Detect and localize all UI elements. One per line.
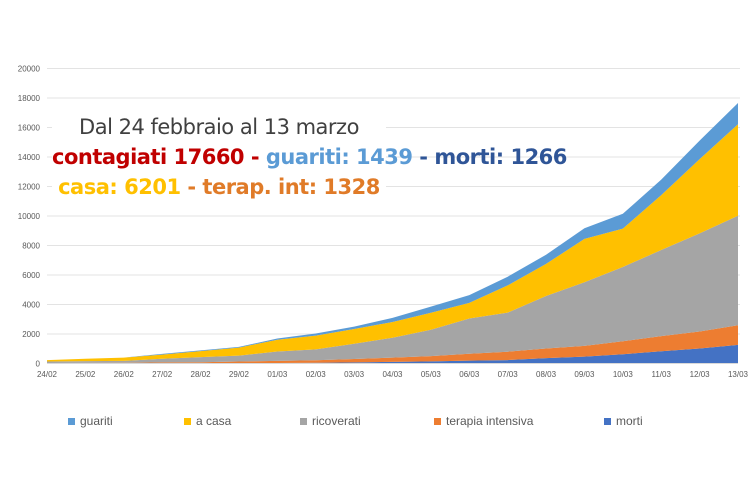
y-tick-label: 2000 — [22, 330, 40, 339]
y-tick-label: 14000 — [18, 153, 41, 162]
legend-item-a-casa: a casa — [184, 414, 231, 428]
legend-item-terapia-intensiva: terapia intensiva — [434, 414, 533, 428]
area-morti — [47, 344, 738, 364]
legend-item-ricoverati: ricoverati — [300, 414, 361, 428]
y-tick-label: 20000 — [18, 65, 41, 74]
annotation-casa: casa: 6201 — [58, 175, 181, 199]
area-guariti — [47, 103, 738, 361]
legend-label: ricoverati — [312, 414, 361, 428]
legend-swatch — [434, 417, 441, 425]
x-tick-label: 11/03 — [652, 370, 672, 379]
x-tick-label: 07/03 — [498, 370, 519, 379]
annotation-morti: morti: 1266 — [434, 145, 567, 169]
legend-label: morti — [616, 414, 643, 428]
y-tick-label: 18000 — [18, 94, 41, 103]
y-tick-label: 4000 — [22, 301, 40, 310]
annotation-separator: - — [180, 175, 203, 199]
annotation-separator: - — [412, 145, 435, 169]
y-tick-label: 0 — [36, 360, 41, 369]
x-tick-label: 24/02 — [37, 370, 58, 379]
annotation-line1: Dal 24 febbraio al 13 marzo — [79, 115, 359, 139]
annotation-separator: - — [244, 145, 266, 169]
legend-label: terapia intensiva — [446, 414, 534, 428]
legend-label: a casa — [196, 414, 232, 428]
x-tick-label: 27/02 — [152, 370, 173, 379]
legend-swatch — [184, 417, 191, 425]
legend-label: guariti — [80, 414, 113, 428]
x-tick-label: 26/02 — [114, 370, 135, 379]
x-tick-label: 05/03 — [421, 370, 442, 379]
legend-swatch — [68, 417, 75, 425]
area-ricoverati — [47, 215, 738, 364]
legend-swatch — [604, 417, 611, 425]
x-tick-label: 08/03 — [536, 370, 557, 379]
x-tick-label: 12/03 — [690, 370, 711, 379]
y-tick-label: 10000 — [18, 212, 41, 221]
x-tick-label: 03/03 — [344, 370, 365, 379]
x-tick-label: 10/03 — [613, 370, 634, 379]
annotation-guariti: guariti: 1439 — [265, 145, 413, 169]
legend-swatch — [300, 417, 307, 425]
x-tick-label: 06/03 — [459, 370, 480, 379]
annotation-line3: casa: 6201 - terap. int: 1328 — [52, 175, 386, 203]
x-tick-label: 29/02 — [229, 370, 250, 379]
area-a-casa — [47, 124, 738, 362]
annotation-contagiati: contagiati 17660 — [52, 145, 245, 169]
annotation-title: Dal 24 febbraio al 13 marzo — [52, 113, 386, 139]
y-tick-label: 8000 — [22, 242, 40, 251]
legend-item-morti: morti — [604, 414, 643, 428]
x-tick-label: 09/03 — [574, 370, 595, 379]
x-tick-label: 04/03 — [382, 370, 403, 379]
x-tick-label: 25/02 — [75, 370, 96, 379]
x-tick-label: 13/03 — [728, 370, 749, 379]
legend-item-guariti: guariti — [68, 414, 113, 428]
y-tick-label: 6000 — [22, 271, 40, 280]
x-tick-label: 28/02 — [191, 370, 212, 379]
x-tick-label: 02/03 — [306, 370, 327, 379]
annotation-terap: terap. int: 1328 — [202, 175, 380, 199]
area-terapia-intensiva — [47, 325, 738, 364]
annotation-line2: contagiati 17660 - guariti: 1439 - morti… — [52, 145, 567, 169]
x-tick-label: 01/03 — [267, 370, 288, 379]
y-tick-label: 12000 — [18, 183, 41, 192]
y-tick-label: 16000 — [18, 124, 41, 133]
